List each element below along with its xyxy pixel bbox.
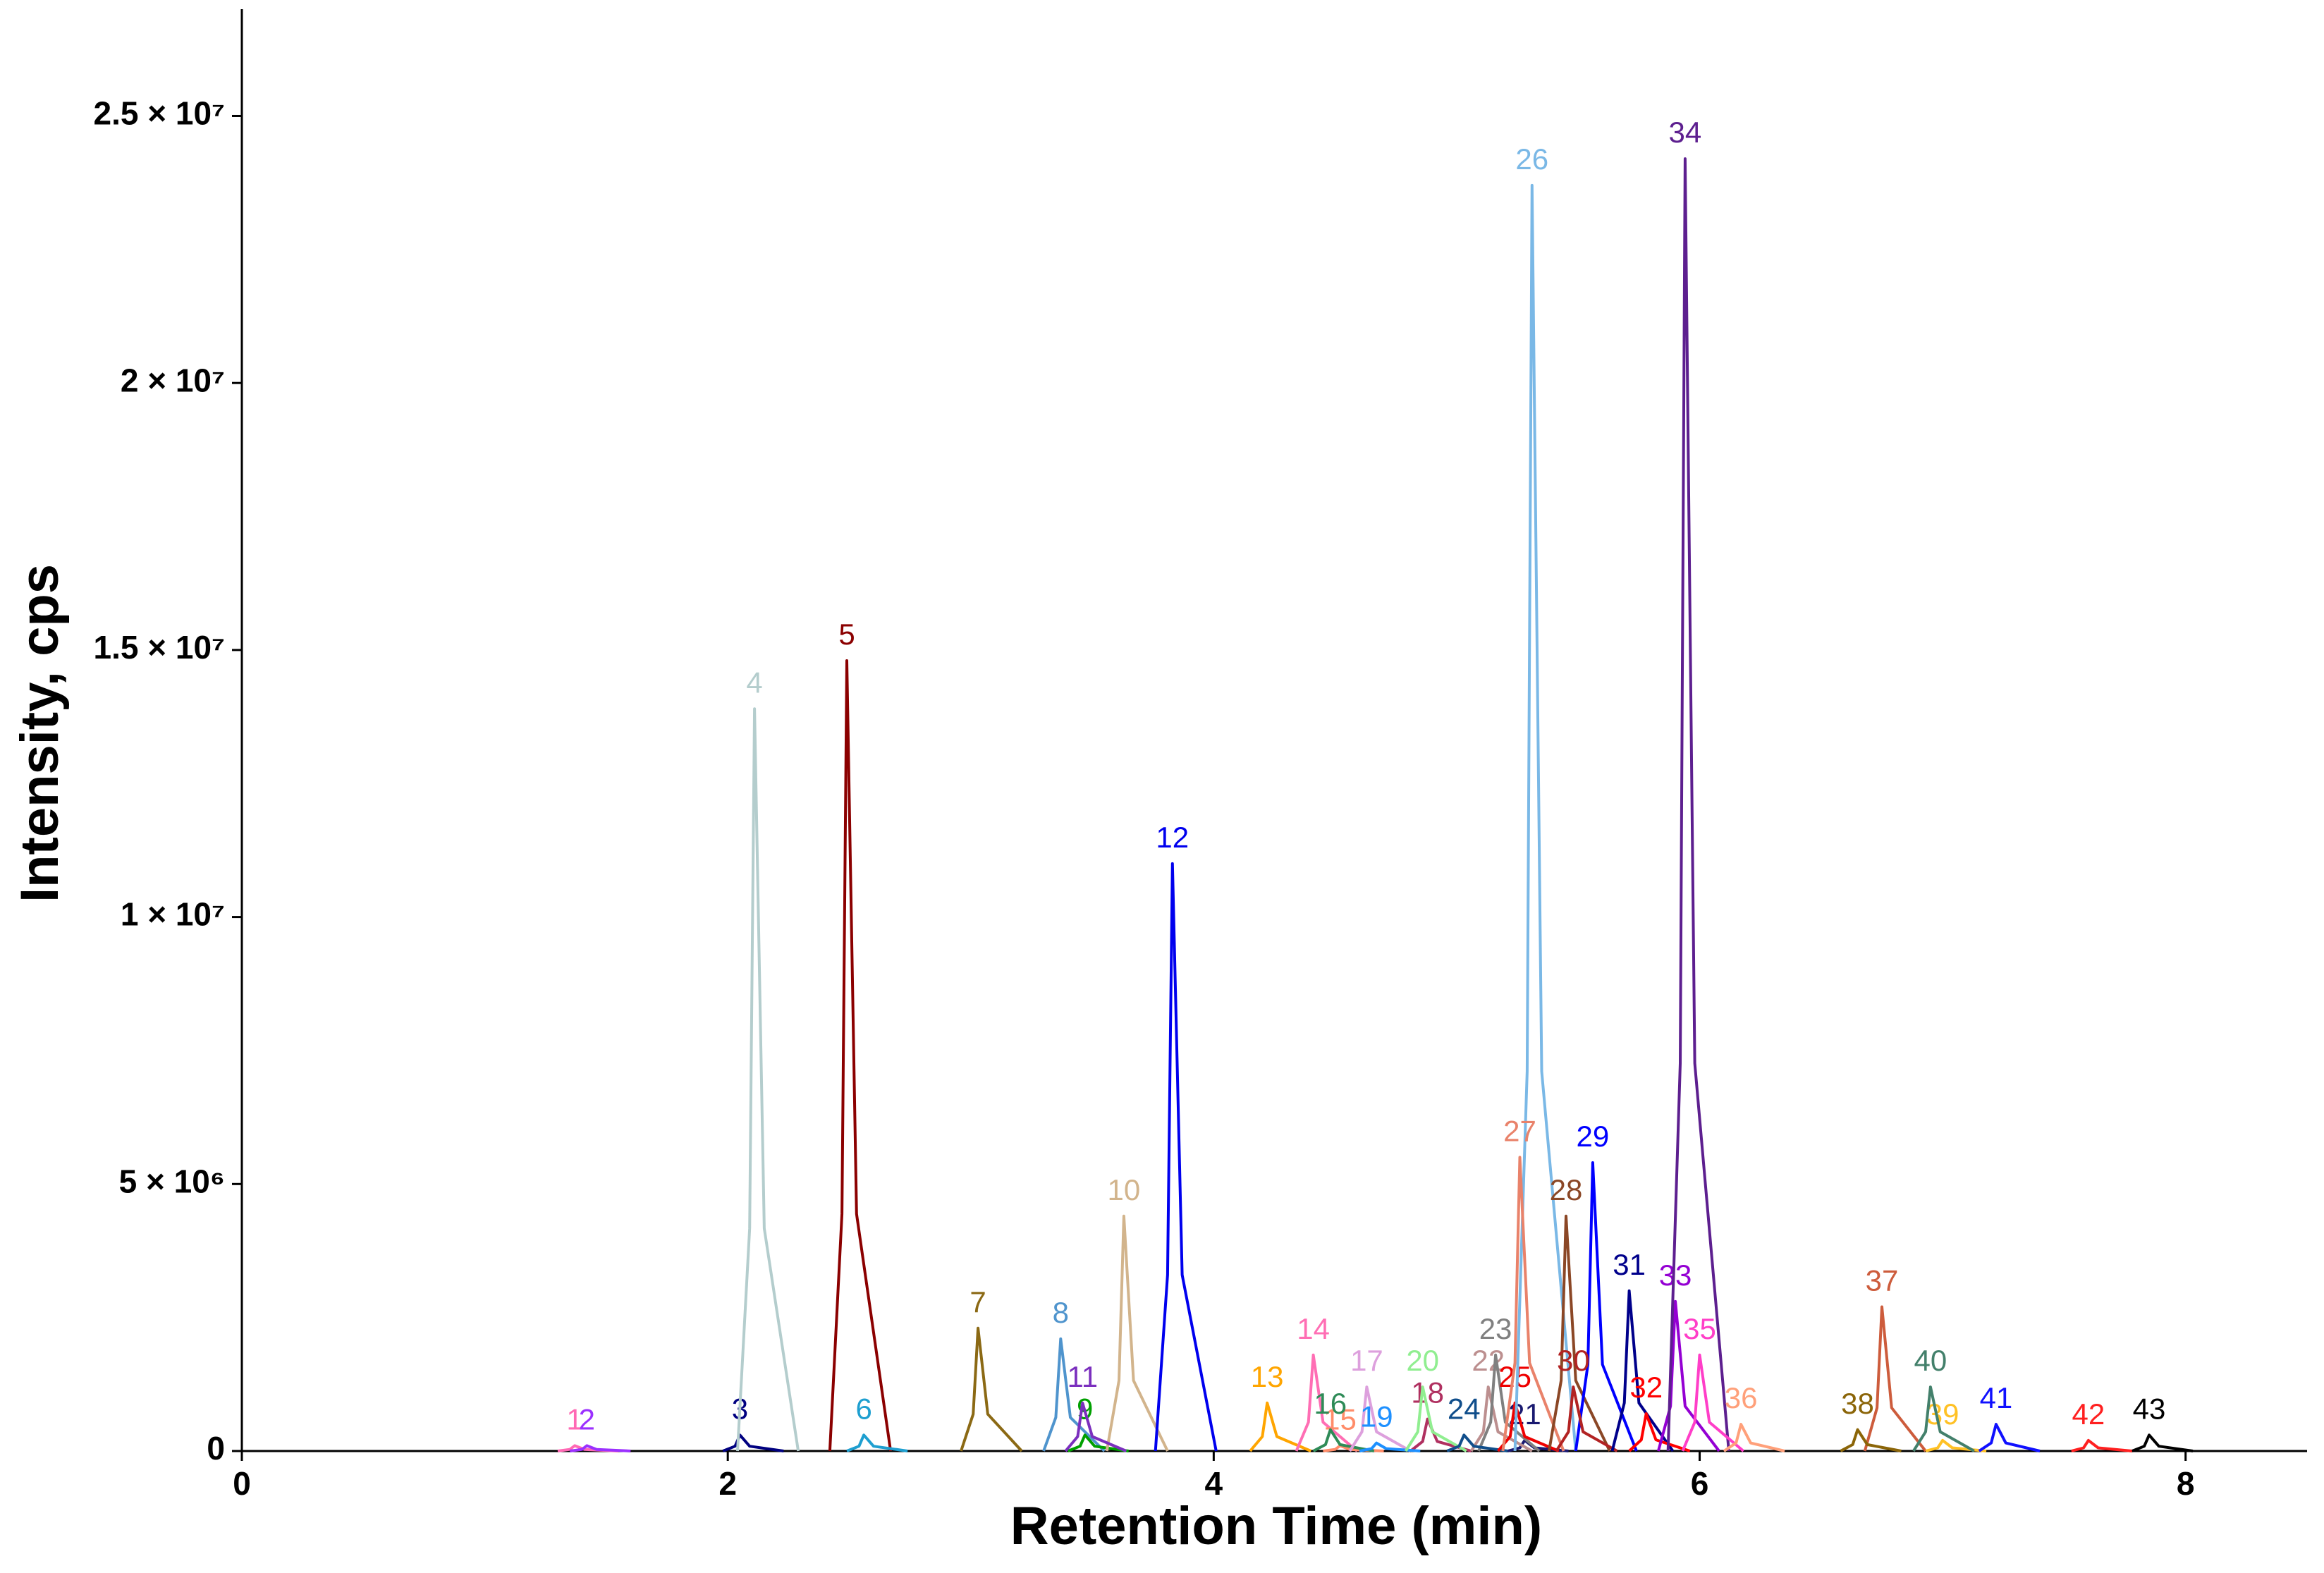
peak-label: 24 [1448, 1392, 1481, 1425]
peak-label: 26 [1515, 142, 1548, 176]
peak-label: 17 [1350, 1344, 1383, 1377]
peak-label: 35 [1683, 1312, 1716, 1345]
peak-label: 10 [1107, 1173, 1140, 1206]
chromatogram-trace [2071, 1438, 2133, 1452]
chromatogram-trace [828, 659, 893, 1452]
chromatogram-trace [722, 1433, 784, 1452]
chromatogram-trace [1978, 1423, 2041, 1452]
peak-label: 1 [566, 1403, 582, 1436]
y-tick-label: 1.5 × 10⁷ [93, 629, 225, 666]
chromatogram-trace [1574, 1161, 1638, 1452]
chromatogram-trace [1042, 1337, 1106, 1452]
peak-label: 30 [1557, 1344, 1590, 1377]
chromatogram-trace [1925, 1438, 1987, 1452]
peak-label: 40 [1914, 1344, 1947, 1377]
x-tick-label: 2 [718, 1465, 737, 1502]
peak-label: 36 [1725, 1381, 1758, 1414]
y-tick-label: 2.5 × 10⁷ [93, 95, 225, 132]
peak-label: 32 [1629, 1371, 1663, 1404]
chromatogram-trace [1496, 1401, 1560, 1452]
chromatogram-trace [569, 1444, 631, 1452]
peak-label: 23 [1479, 1312, 1512, 1345]
peak-label: 12 [1156, 821, 1189, 854]
x-tick-label: 8 [2177, 1465, 2195, 1502]
x-axis-title: Retention Time (min) [1010, 1496, 1542, 1556]
x-tick-label: 0 [233, 1465, 251, 1502]
chromatogram-trace [1404, 1385, 1467, 1452]
peak-label: 14 [1297, 1312, 1330, 1345]
chromatogram-trace [1656, 1299, 1720, 1452]
peak-label: 11 [1067, 1360, 1098, 1393]
chromatogram-trace [1555, 1385, 1618, 1452]
y-tick-label: 0 [207, 1430, 225, 1467]
peak-label: 16 [1314, 1387, 1347, 1420]
chromatogram-trace [1064, 1401, 1127, 1452]
y-tick-label: 5 × 10⁶ [119, 1163, 225, 1199]
peak-label: 8 [1053, 1296, 1069, 1329]
chromatogram-trace [1359, 1441, 1421, 1452]
peak-label: 19 [1360, 1400, 1393, 1433]
chromatogram-trace [2132, 1433, 2194, 1452]
chromatogram-trace [1840, 1428, 1902, 1452]
peak-label: 13 [1251, 1360, 1284, 1393]
chromatogram-trace [1610, 1289, 1675, 1452]
peak-label: 2 [579, 1403, 595, 1436]
chromatogram-trace [1666, 157, 1730, 1452]
chromatogram-trace [1105, 1214, 1169, 1452]
chromatogram-trace [1295, 1353, 1358, 1452]
chromatogram-trace [1681, 1353, 1744, 1452]
x-tick-label: 4 [1205, 1465, 1223, 1502]
chromatogram-trace [1249, 1401, 1311, 1452]
chromatogram-trace [960, 1326, 1023, 1452]
chromatogram-trace [1501, 1156, 1565, 1452]
x-tick-label: 6 [1691, 1465, 1709, 1502]
peak-label: 33 [1659, 1259, 1692, 1292]
chromatogram-trace [736, 707, 800, 1452]
peak-label: 7 [970, 1285, 986, 1318]
y-tick-label: 1 × 10⁷ [121, 896, 225, 933]
y-tick-label: 2 × 10⁷ [121, 362, 225, 398]
peak-label: 31 [1613, 1248, 1646, 1281]
chromatogram-trace [1154, 862, 1218, 1452]
peak-label: 37 [1866, 1264, 1899, 1297]
peak-label: 28 [1550, 1173, 1583, 1206]
chromatogram-trace [1446, 1433, 1508, 1452]
chromatogram-trace [1912, 1385, 1975, 1452]
peak-label: 41 [1980, 1381, 2013, 1414]
chromatogram-trace [1409, 1417, 1472, 1452]
peak-label: 6 [855, 1392, 872, 1425]
peak-label: 20 [1406, 1344, 1439, 1377]
peak-label: 4 [746, 666, 762, 699]
peak-label: 43 [2133, 1392, 2166, 1425]
chromatogram-trace [1348, 1385, 1412, 1452]
peak-label: 5 [838, 618, 855, 651]
chromatogram-trace [1863, 1305, 1927, 1452]
chromatogram-trace [846, 1433, 908, 1452]
peak-label: 34 [1668, 116, 1701, 149]
peak-label: 42 [2072, 1397, 2105, 1431]
peak-label: 27 [1503, 1115, 1536, 1148]
chromatogram-trace [1723, 1423, 1785, 1452]
y-axis-title: Intensity, cps [10, 564, 70, 902]
peak-label: 38 [1841, 1387, 1874, 1420]
peak-label: 29 [1577, 1120, 1610, 1153]
chromatogram-trace [1547, 1214, 1611, 1452]
peak-label: 39 [1926, 1397, 1959, 1431]
